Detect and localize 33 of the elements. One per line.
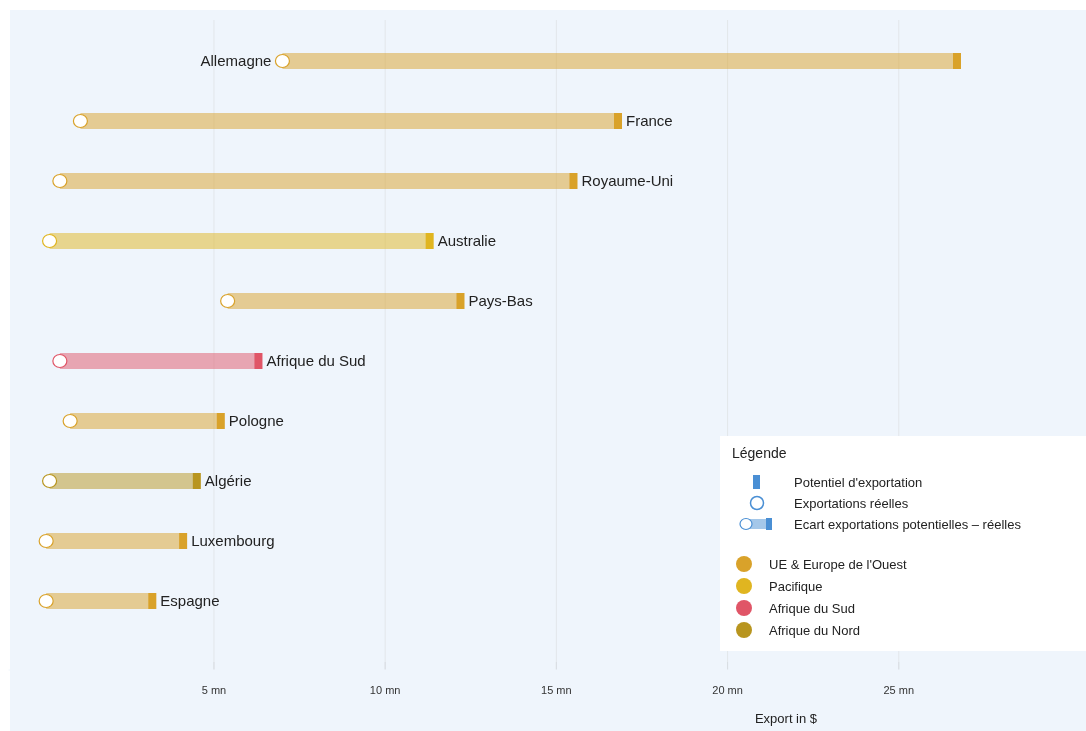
legend-label: Pacifique [769,579,823,594]
y-tick-label: Algérie [204,472,252,489]
y-tick-label: Luxembourg [191,532,275,549]
annotation: Exportations réelles [794,496,909,511]
point [41,233,58,249]
y-tick-label: Royaume-Uni [581,172,674,189]
point [41,473,58,489]
point [38,593,54,609]
point [220,293,236,309]
x-tick-label: 5 mn [201,684,227,696]
x-tick-label: 15 mn [541,684,572,696]
legend-title: Légende [732,445,787,461]
point [274,53,291,69]
x-tick-label: 10 mn [369,684,401,696]
point [62,413,78,429]
x-tick-label: 20 mn [712,684,743,696]
legend-label: Afrique du Nord [769,623,861,638]
y-tick-label: Pays-Bas [468,292,533,309]
legend-label: Afrique du Sud [769,601,856,616]
y-tick-label: Pologne [228,412,284,429]
annotation: Ecart exportations potentielles – réelles [794,517,1022,532]
point [52,173,68,189]
point [38,533,54,549]
point [52,353,68,369]
legend-label: UE & Europe de l'Ouest [769,557,907,572]
y-tick-label: France [626,112,673,129]
point [72,113,89,129]
x-tick-label: 25 mn [883,684,915,696]
annotation: Potentiel d'exportation [794,475,923,490]
y-tick-label: Allemagne [200,52,272,69]
y-tick-label: Espagne [160,592,220,609]
x-axis-title: Export in $ [754,711,818,726]
y-tick-label: Australie [437,232,497,249]
